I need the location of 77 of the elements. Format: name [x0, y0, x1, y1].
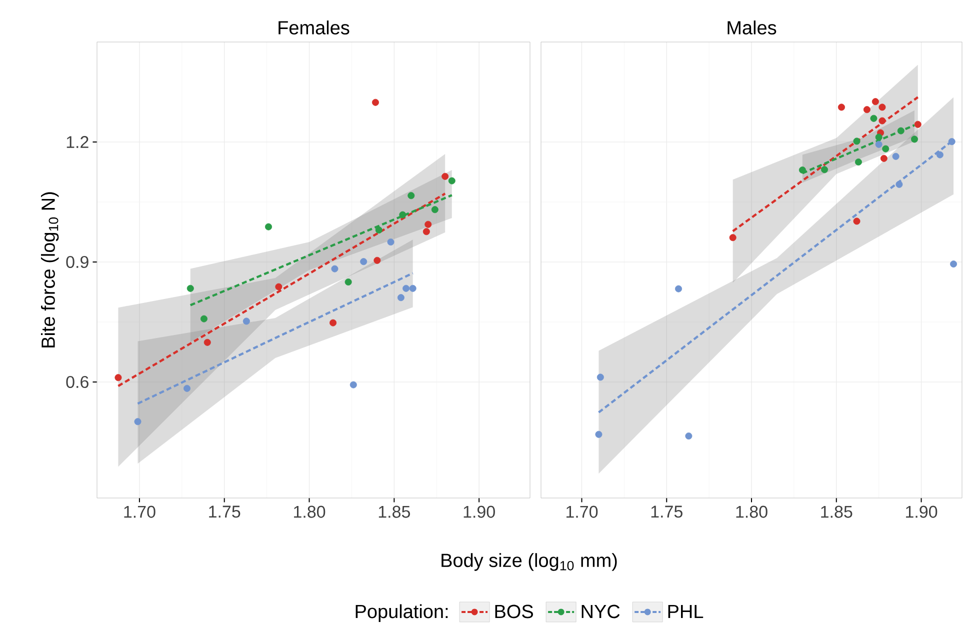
legend-title: Population:: [356, 604, 448, 622]
point: [729, 234, 736, 242]
legend-label: BOS: [495, 604, 533, 618]
x-tick-label: 1.70: [124, 506, 156, 518]
point: [892, 152, 900, 160]
chart-title: Males: [728, 20, 776, 34]
point: [950, 260, 958, 268]
point: [330, 319, 337, 326]
point: [134, 418, 142, 426]
point: [424, 220, 432, 228]
point: [596, 374, 604, 381]
point: [409, 284, 416, 292]
y-tick-label: 1.2: [66, 136, 88, 148]
point: [880, 154, 888, 162]
point: [854, 158, 862, 166]
point: [399, 211, 406, 218]
point: [387, 238, 394, 246]
point: [344, 278, 352, 286]
point: [948, 138, 956, 146]
point: [374, 256, 381, 264]
x-tick-label: 1.80: [294, 506, 326, 518]
point: [897, 127, 904, 134]
x-tick-label: 1.85: [378, 506, 410, 518]
x-tick-label: 1.75: [651, 506, 682, 518]
point: [595, 430, 602, 438]
point: [853, 218, 860, 225]
x-tick-label: 1.85: [821, 506, 852, 518]
legend-label: NYC: [582, 604, 620, 618]
point: [114, 374, 122, 382]
point: [685, 432, 692, 440]
point: [914, 120, 922, 128]
point: [798, 166, 806, 174]
point: [331, 265, 338, 272]
point: [853, 138, 860, 145]
point: [896, 180, 903, 188]
point: [422, 228, 430, 236]
x-tick-label: 1.80: [736, 506, 768, 518]
point: [242, 318, 250, 325]
x-tick-label: 1.70: [566, 506, 598, 518]
legend-label: PHL: [668, 604, 704, 618]
point: [431, 206, 438, 214]
y-axis-title: Bite force (log$_{10}$ N): [40, 192, 59, 348]
point: [863, 106, 870, 114]
point: [872, 98, 879, 106]
point: [870, 114, 878, 122]
point: [448, 177, 456, 184]
point: [408, 192, 415, 200]
point: [200, 315, 208, 322]
x-tick-label: 1.90: [906, 506, 938, 518]
point: [878, 117, 886, 124]
point: [275, 283, 282, 290]
point: [442, 172, 449, 180]
point: [875, 140, 882, 148]
x-axis-title: Body size (log$_{10}$ mm): [442, 553, 617, 571]
point: [350, 381, 357, 388]
point: [375, 226, 382, 234]
point: [265, 223, 272, 230]
point: [878, 104, 886, 111]
point: [204, 338, 211, 346]
y-tick-label: 0.9: [66, 256, 88, 268]
point: [838, 104, 845, 111]
point: [186, 284, 194, 292]
x-tick-label: 1.90: [464, 506, 495, 518]
chart-title: Females: [278, 20, 350, 34]
point: [910, 136, 918, 143]
point: [184, 384, 190, 392]
point: [821, 166, 828, 174]
point: [372, 98, 379, 106]
point: [882, 145, 890, 152]
point: [675, 285, 682, 292]
point: [397, 294, 404, 302]
point: [360, 258, 368, 266]
point: [936, 151, 944, 158]
y-tick-label: 0.6: [66, 376, 88, 388]
point: [875, 134, 882, 141]
point: [402, 284, 410, 292]
x-tick-label: 1.75: [209, 506, 240, 518]
